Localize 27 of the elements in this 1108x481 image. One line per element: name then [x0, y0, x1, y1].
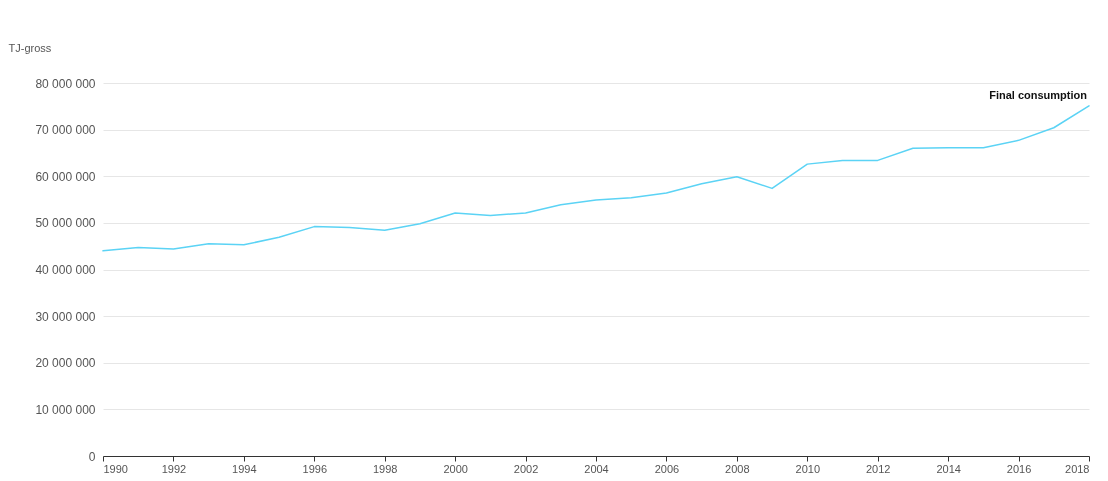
x-tick-label: 2002: [513, 462, 539, 475]
x-tick-label: 1998: [372, 462, 398, 475]
y-tick-label: 80 000 000: [35, 76, 96, 91]
x-tick-label: 1990: [103, 462, 128, 475]
x-tick-label: 2018: [1065, 462, 1090, 475]
y-tick-label: 40 000 000: [35, 263, 96, 277]
y-axis-title: TJ-gross: [8, 41, 52, 54]
y-tick-label: 70 000 000: [35, 123, 96, 138]
x-tick-label: 2006: [654, 462, 680, 475]
x-tick-label: 2010: [795, 462, 821, 475]
line-series: [102, 105, 1090, 252]
y-tick-label: 50 000 000: [35, 216, 96, 231]
y-tick-label: 0: [88, 449, 96, 464]
x-tick-label: 2016: [1006, 462, 1032, 475]
x-tick-label: 2004: [584, 462, 609, 475]
series-label: Final consumption: [989, 88, 1088, 101]
y-tick-label: 60 000 000: [35, 169, 96, 184]
x-tick-label: 1992: [161, 462, 187, 475]
x-tick-label: 2008: [725, 462, 750, 475]
y-tick-label: 20 000 000: [35, 356, 96, 371]
x-tick-label: 1996: [302, 462, 328, 475]
y-tick-label: 10 000 000: [35, 402, 96, 417]
x-tick-label: 2012: [865, 462, 891, 475]
x-tick-label: 2000: [443, 462, 468, 475]
x-tick-label: 2014: [936, 462, 961, 475]
x-tick-label: 1994: [232, 462, 257, 475]
y-tick-label: 30 000 000: [35, 309, 96, 324]
